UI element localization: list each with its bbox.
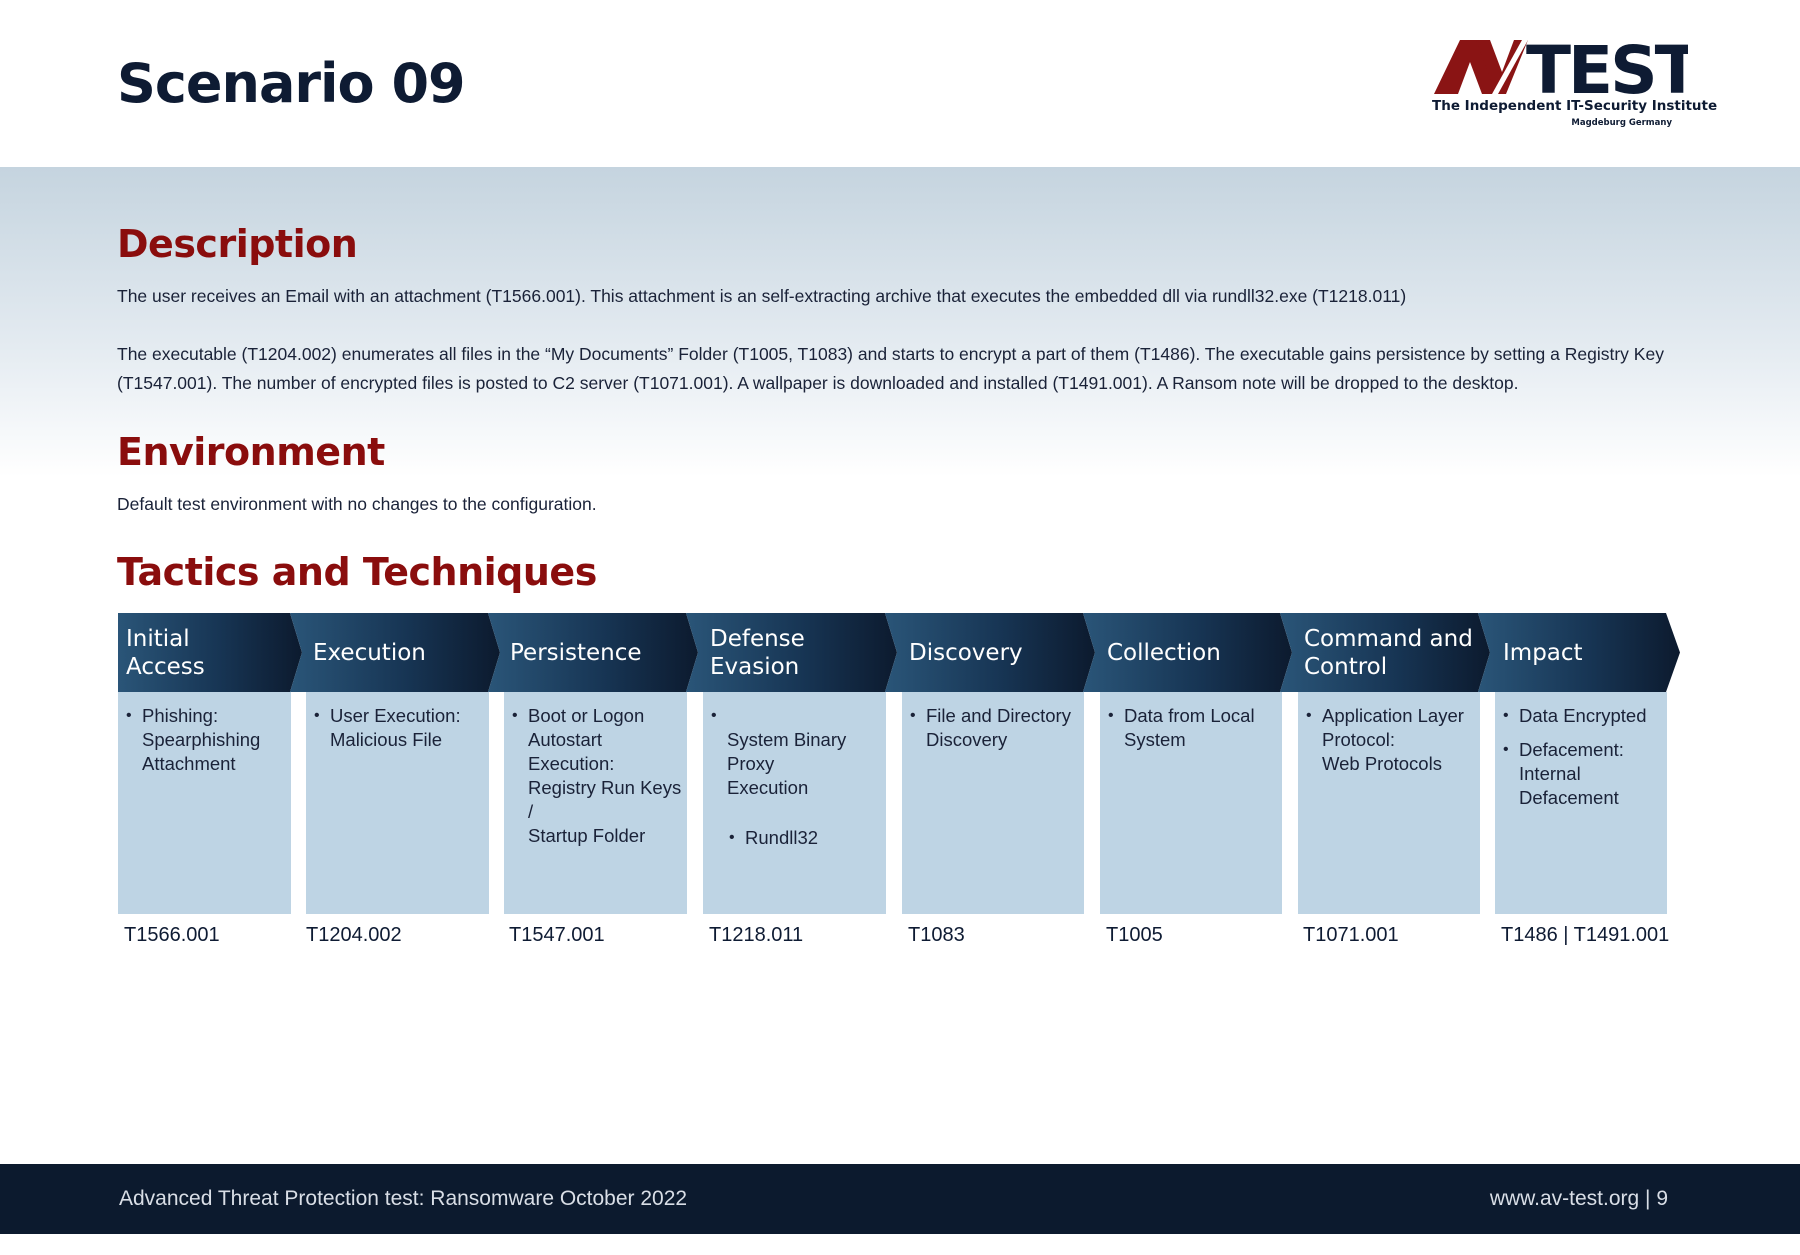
- description-heading: Description: [117, 222, 358, 266]
- tactics-chevron-bar: [118, 613, 1680, 692]
- page-title: Scenario 09: [117, 52, 466, 115]
- techniques-defense-evasion: System Binary Proxy Execution Rundll32: [703, 692, 886, 914]
- sub-technique-rundll32: Rundll32: [727, 826, 882, 850]
- logo-location: Magdeburg Germany: [1571, 118, 1672, 128]
- techniques-initial-access: Phishing: Spearphishing Attachment: [118, 692, 291, 914]
- technique-id-command-and-control: T1071.001: [1303, 924, 1399, 946]
- description-paragraph-2: The executable (T1204.002) enumerates al…: [117, 344, 1664, 393]
- techniques-persistence: Boot or Logon Autostart Execution: Regis…: [504, 692, 687, 914]
- technique-user-execution: User Execution: Malicious File: [312, 704, 485, 752]
- logo-wordmark: TEST: [1526, 36, 1688, 109]
- technique-id-initial-access: T1566.001: [124, 924, 220, 946]
- chevron-execution: [290, 613, 500, 692]
- av-test-logo: TEST: [1434, 36, 1688, 109]
- tactic-label-impact: Impact: [1503, 639, 1583, 666]
- page-header: Scenario 09 TEST The Independent IT-Secu…: [0, 0, 1800, 167]
- technique-id-collection: T1005: [1106, 924, 1163, 946]
- chevron-defense-evasion: [686, 613, 897, 692]
- chevron-initial-access: [118, 613, 302, 692]
- tactics-heading: Tactics and Techniques: [117, 550, 597, 594]
- technique-data-encrypted: Data Encrypted: [1501, 704, 1663, 728]
- tactic-label-defense-evasion: Defense Evasion: [710, 625, 805, 680]
- techniques-execution: User Execution: Malicious File: [306, 692, 489, 914]
- chevron-persistence: [488, 613, 698, 692]
- tactic-label-collection: Collection: [1107, 639, 1221, 666]
- technique-application-layer-protocol: Application Layer Protocol: Web Protocol…: [1304, 704, 1476, 776]
- techniques-impact: Data Encrypted Defacement: Internal Defa…: [1495, 692, 1667, 914]
- technique-defacement: Defacement: Internal Defacement: [1501, 738, 1663, 810]
- technique-id-discovery: T1083: [908, 924, 965, 946]
- techniques-discovery: File and Directory Discovery: [902, 692, 1084, 914]
- chevron-impact: [1478, 613, 1680, 692]
- technique-id-execution: T1204.002: [306, 924, 402, 946]
- chevron-command-and-control: [1280, 613, 1490, 692]
- tactic-label-discovery: Discovery: [909, 639, 1023, 666]
- technique-id-impact: T1486 | T1491.001: [1501, 924, 1670, 946]
- chevron-collection: [1083, 613, 1292, 692]
- technique-phishing: Phishing: Spearphishing Attachment: [124, 704, 287, 776]
- environment-heading: Environment: [117, 430, 385, 474]
- technique-system-binary-proxy: System Binary Proxy Execution Rundll32: [709, 704, 882, 898]
- tactic-label-execution: Execution: [313, 639, 426, 666]
- tactic-label-command-and-control: Command and Control: [1304, 625, 1473, 680]
- logo-tagline: The Independent IT-Security Institute: [1432, 98, 1718, 114]
- technique-id-defense-evasion: T1218.011: [709, 924, 804, 946]
- tactic-label-initial-access: Initial Access: [126, 625, 205, 680]
- techniques-collection: Data from Local System: [1100, 692, 1282, 914]
- technique-system-binary-proxy-label: System Binary Proxy Execution: [727, 729, 847, 798]
- page-footer: Advanced Threat Protection test: Ransomw…: [0, 1164, 1800, 1234]
- techniques-command-and-control: Application Layer Protocol: Web Protocol…: [1298, 692, 1480, 914]
- technique-data-local-system: Data from Local System: [1106, 704, 1278, 752]
- technique-id-persistence: T1547.001: [509, 924, 605, 946]
- technique-file-directory-discovery: File and Directory Discovery: [908, 704, 1080, 752]
- footer-report-title: Advanced Threat Protection test: Ransomw…: [119, 1187, 688, 1210]
- description-paragraph-1: The user receives an Email with an attac…: [117, 286, 1407, 306]
- technique-boot-logon-autostart: Boot or Logon Autostart Execution: Regis…: [510, 704, 683, 848]
- environment-text: Default test environment with no changes…: [117, 494, 597, 514]
- chevron-discovery: [885, 613, 1095, 692]
- tactic-label-persistence: Persistence: [510, 639, 642, 666]
- footer-site-and-page[interactable]: www.av-test.org | 9: [1489, 1187, 1668, 1210]
